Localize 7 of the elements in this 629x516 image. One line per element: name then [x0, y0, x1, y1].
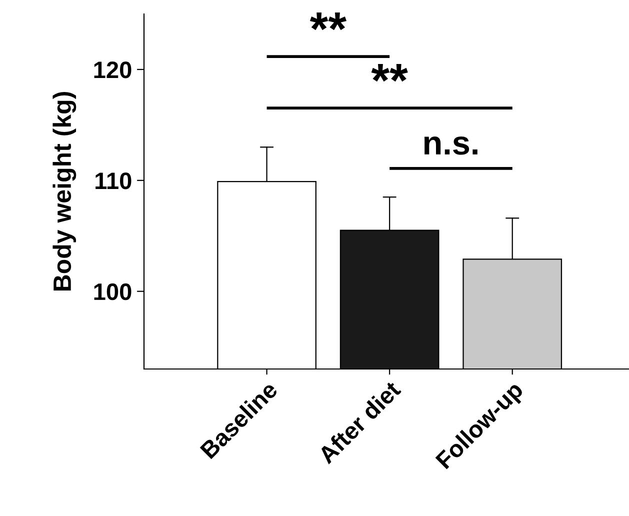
- y-axis-title: Body weight (kg): [52, 92, 76, 291]
- annotation: **: [371, 64, 408, 82]
- y-tick-label: 110: [96, 172, 132, 190]
- annotation: n.s.: [424, 136, 478, 155]
- annotation: **: [310, 12, 347, 30]
- y-tick-label: 100: [94, 283, 132, 300]
- y-tick-label: 120: [94, 62, 132, 78]
